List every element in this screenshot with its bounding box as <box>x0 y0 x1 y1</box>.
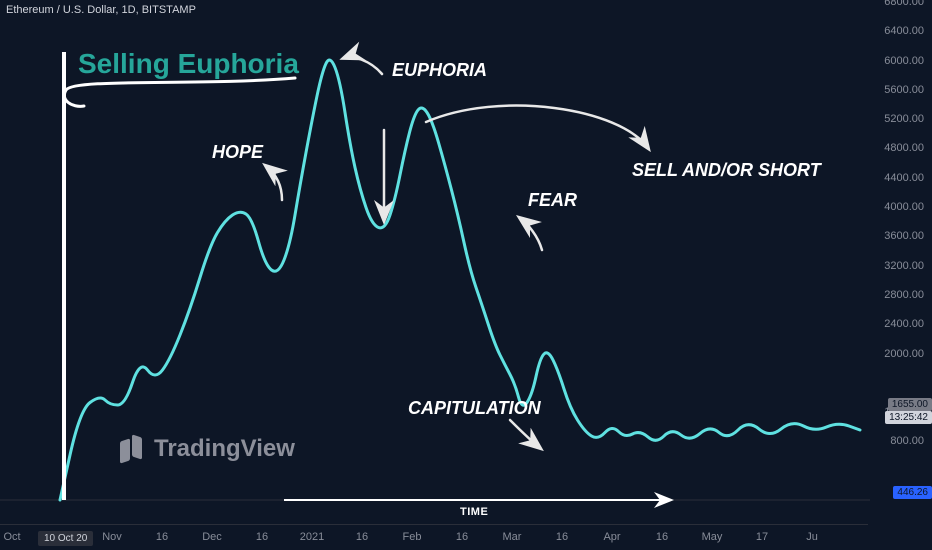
ann-hope: HOPE <box>212 142 263 163</box>
svg-layer <box>0 0 932 550</box>
tradingview-logo: TradingView <box>120 435 295 463</box>
ann-capitulation: CAPITULATION <box>408 398 541 419</box>
tradingview-icon <box>120 436 146 462</box>
tradingview-text: TradingView <box>154 435 295 463</box>
ann-action: SELL AND/OR SHORT <box>632 160 821 181</box>
ann-euphoria: EUPHORIA <box>392 60 487 81</box>
chart-root: Ethereum / U.S. Dollar, 1D, BITSTAMP Sel… <box>0 0 932 550</box>
time-axis-label: TIME <box>460 506 488 518</box>
ann-fear: FEAR <box>528 190 577 211</box>
